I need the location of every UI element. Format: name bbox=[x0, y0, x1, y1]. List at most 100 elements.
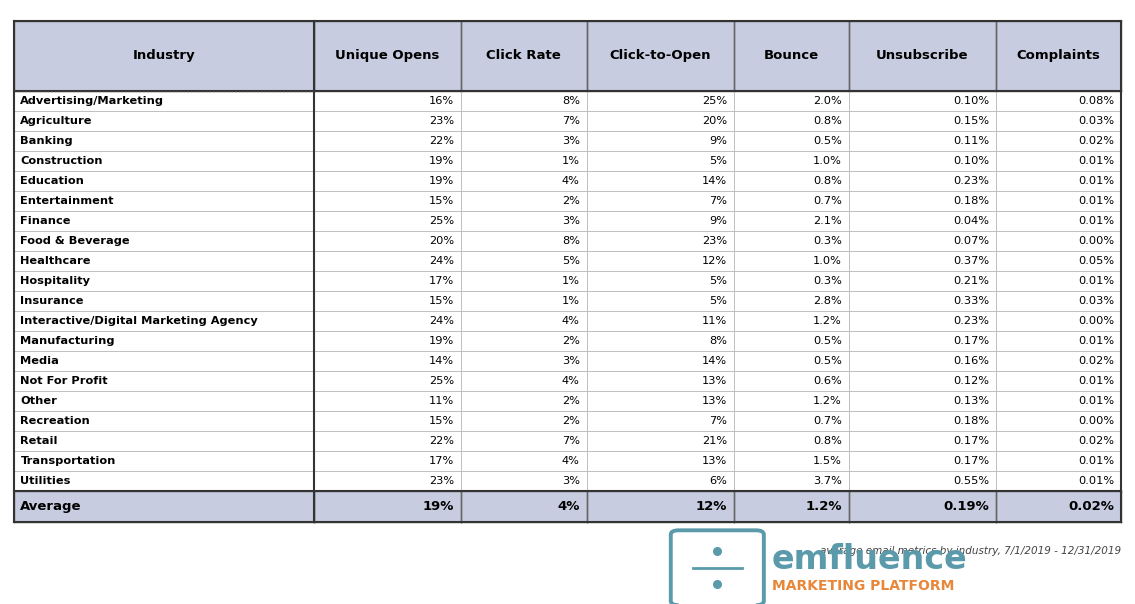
Text: 0.5%: 0.5% bbox=[813, 136, 842, 146]
Bar bbox=[849, 91, 995, 111]
Bar bbox=[734, 191, 849, 211]
Bar bbox=[461, 291, 587, 311]
Text: 14%: 14% bbox=[703, 176, 728, 185]
Text: Click Rate: Click Rate bbox=[487, 50, 561, 62]
Bar bbox=[313, 371, 461, 391]
Text: Banking: Banking bbox=[20, 136, 73, 146]
Bar bbox=[734, 491, 849, 522]
Text: 3%: 3% bbox=[562, 136, 580, 146]
Text: 17%: 17% bbox=[429, 456, 454, 466]
Bar bbox=[734, 391, 849, 411]
Bar bbox=[734, 331, 849, 351]
Bar bbox=[995, 311, 1121, 331]
Text: Unique Opens: Unique Opens bbox=[335, 50, 439, 62]
Bar bbox=[587, 111, 734, 130]
Text: 0.21%: 0.21% bbox=[953, 276, 989, 286]
Bar bbox=[734, 311, 849, 331]
Text: 0.01%: 0.01% bbox=[1078, 396, 1115, 406]
Bar bbox=[849, 411, 995, 431]
Bar bbox=[313, 91, 461, 111]
Text: 1.0%: 1.0% bbox=[813, 156, 842, 165]
Bar bbox=[734, 211, 849, 231]
Bar bbox=[313, 130, 461, 150]
Bar bbox=[461, 411, 587, 431]
Bar bbox=[313, 211, 461, 231]
Bar bbox=[995, 271, 1121, 291]
Bar bbox=[995, 150, 1121, 171]
Bar bbox=[849, 471, 995, 491]
Bar bbox=[587, 150, 734, 171]
Text: 0.55%: 0.55% bbox=[953, 476, 989, 486]
Text: 6%: 6% bbox=[709, 476, 728, 486]
Bar bbox=[995, 211, 1121, 231]
Bar bbox=[461, 211, 587, 231]
Text: 8%: 8% bbox=[562, 95, 580, 106]
Bar bbox=[995, 291, 1121, 311]
Text: 0.01%: 0.01% bbox=[1078, 216, 1115, 226]
Text: 1.0%: 1.0% bbox=[813, 255, 842, 266]
Text: Transportation: Transportation bbox=[20, 456, 116, 466]
Text: 0.17%: 0.17% bbox=[953, 336, 989, 346]
Text: 0.18%: 0.18% bbox=[953, 416, 989, 426]
Text: 13%: 13% bbox=[701, 396, 728, 406]
Text: 0.01%: 0.01% bbox=[1078, 456, 1115, 466]
Text: 0.6%: 0.6% bbox=[813, 376, 842, 386]
Bar bbox=[995, 391, 1121, 411]
Text: 2%: 2% bbox=[562, 336, 580, 346]
Text: 4%: 4% bbox=[562, 176, 580, 185]
Text: 3.7%: 3.7% bbox=[813, 476, 842, 486]
Bar bbox=[734, 291, 849, 311]
Bar bbox=[734, 91, 849, 111]
Bar bbox=[14, 171, 313, 191]
Bar bbox=[587, 251, 734, 271]
Text: 4%: 4% bbox=[562, 376, 580, 386]
Bar bbox=[849, 491, 995, 522]
Text: Healthcare: Healthcare bbox=[20, 255, 91, 266]
Bar bbox=[461, 271, 587, 291]
Text: 1%: 1% bbox=[562, 276, 580, 286]
Text: 20%: 20% bbox=[429, 236, 454, 246]
Text: 5%: 5% bbox=[562, 255, 580, 266]
Text: Complaints: Complaints bbox=[1017, 50, 1101, 62]
Text: 0.15%: 0.15% bbox=[953, 115, 989, 126]
Text: Interactive/Digital Marketing Agency: Interactive/Digital Marketing Agency bbox=[20, 316, 258, 326]
Bar bbox=[995, 251, 1121, 271]
Bar bbox=[734, 271, 849, 291]
Bar bbox=[995, 431, 1121, 451]
Text: Construction: Construction bbox=[20, 156, 103, 165]
Text: 13%: 13% bbox=[701, 456, 728, 466]
Bar bbox=[849, 271, 995, 291]
Bar bbox=[587, 351, 734, 371]
Bar bbox=[461, 111, 587, 130]
Bar bbox=[587, 491, 734, 522]
Bar bbox=[587, 371, 734, 391]
Bar bbox=[587, 431, 734, 451]
Bar bbox=[587, 311, 734, 331]
Bar bbox=[14, 311, 313, 331]
Bar bbox=[14, 451, 313, 471]
Bar bbox=[313, 331, 461, 351]
Text: Other: Other bbox=[20, 396, 57, 406]
Bar bbox=[313, 391, 461, 411]
Bar bbox=[734, 111, 849, 130]
Text: 1.5%: 1.5% bbox=[813, 456, 842, 466]
Bar bbox=[14, 111, 313, 130]
Text: 7%: 7% bbox=[562, 115, 580, 126]
Bar bbox=[313, 251, 461, 271]
Text: 22%: 22% bbox=[429, 136, 454, 146]
Text: 7%: 7% bbox=[709, 196, 728, 206]
Bar bbox=[849, 311, 995, 331]
Bar bbox=[587, 271, 734, 291]
Text: 0.08%: 0.08% bbox=[1078, 95, 1115, 106]
Text: 19%: 19% bbox=[429, 156, 454, 165]
Text: Unsubscribe: Unsubscribe bbox=[876, 50, 968, 62]
Bar bbox=[14, 431, 313, 451]
Text: 4%: 4% bbox=[562, 456, 580, 466]
Bar bbox=[461, 191, 587, 211]
Text: 7%: 7% bbox=[709, 416, 728, 426]
Bar bbox=[461, 91, 587, 111]
Text: Finance: Finance bbox=[20, 216, 70, 226]
Bar bbox=[14, 211, 313, 231]
Text: 19%: 19% bbox=[429, 176, 454, 185]
Text: 0.01%: 0.01% bbox=[1078, 336, 1115, 346]
